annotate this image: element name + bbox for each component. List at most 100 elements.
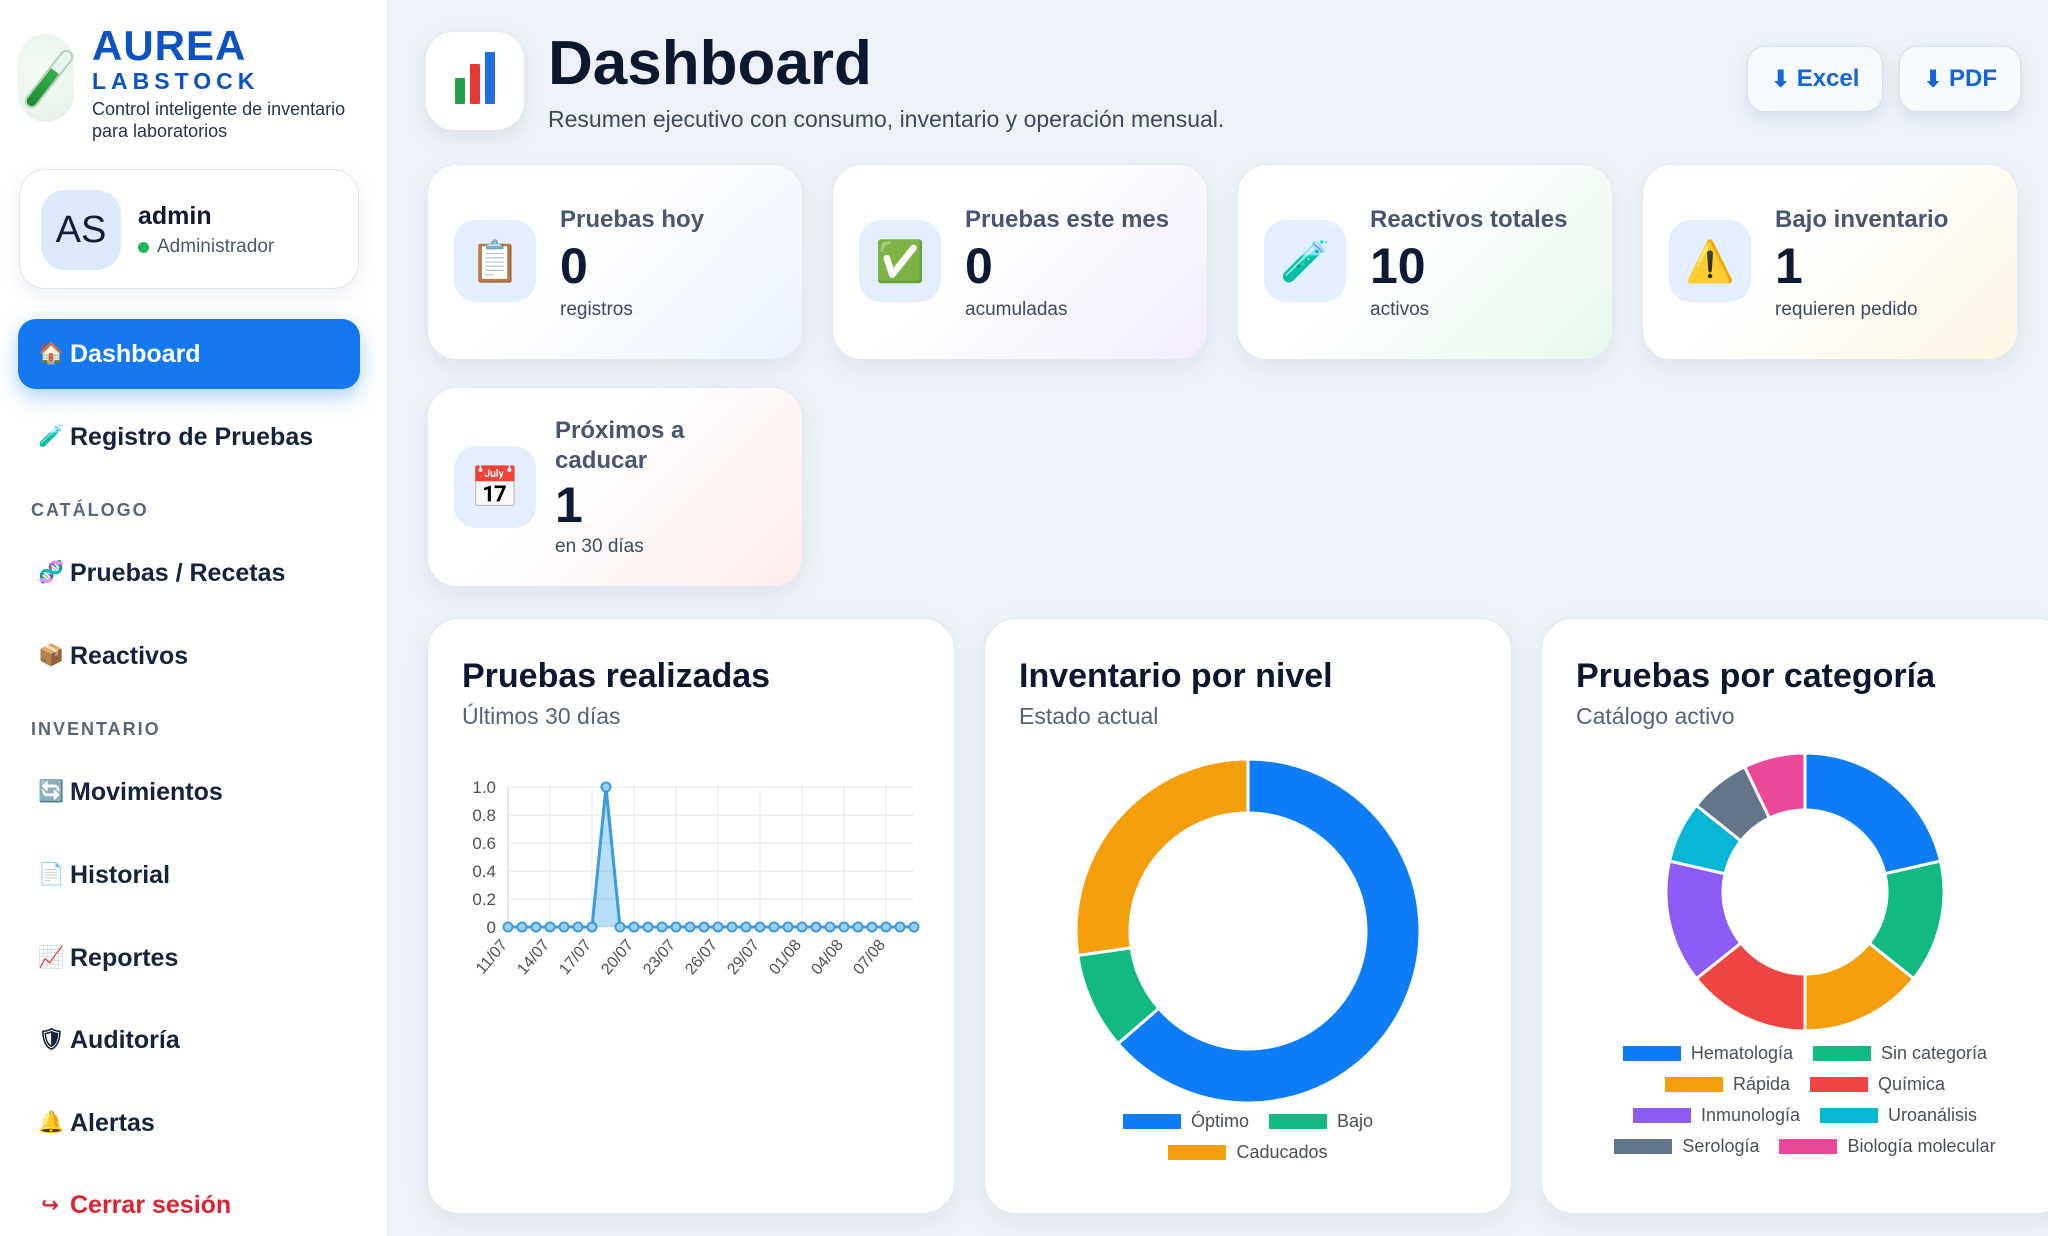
legend-item[interactable]: Rápida	[1664, 1074, 1790, 1095]
line-point[interactable]	[572, 921, 584, 933]
nav-item-pruebas-recetas[interactable]: 🧬 Pruebas / Recetas	[18, 538, 360, 608]
user-card[interactable]: AS admin Administrador	[19, 169, 359, 289]
test-tube-icon: 🧪	[38, 425, 65, 448]
line-point[interactable]	[698, 921, 710, 933]
kpi-note: registros	[560, 299, 633, 320]
legend-swatch	[1779, 1139, 1838, 1154]
legend-item[interactable]: Biología molecular	[1779, 1136, 1996, 1157]
kpi-card-reactivos-totales: 🧪 Reactivos totales 10 activos	[1237, 164, 1613, 360]
line-point[interactable]	[740, 921, 752, 933]
line-point[interactable]	[502, 921, 514, 933]
nav-item-alertas[interactable]: 🔔 Alertas	[18, 1088, 360, 1158]
donut-slice[interactable]	[1074, 757, 1250, 958]
nav-item-label: Alertas	[70, 1108, 155, 1137]
online-status-icon	[138, 241, 149, 253]
legend-item[interactable]: Sin categoría	[1812, 1043, 1988, 1064]
line-point[interactable]	[810, 921, 822, 933]
kpi-label: Pruebas hoy	[560, 206, 705, 233]
nav-item-movimientos[interactable]: 🔄 Movimientos	[18, 757, 360, 827]
legend-label: Biología molecular	[1847, 1136, 1996, 1156]
line-chart-grid	[507, 786, 914, 928]
line-point[interactable]	[754, 921, 766, 933]
line-point[interactable]	[586, 921, 598, 933]
legend-label: Óptimo	[1190, 1111, 1249, 1131]
test-tube-icon: 🧪	[1264, 220, 1346, 302]
line-point[interactable]	[628, 921, 640, 933]
legend-label: Caducados	[1236, 1142, 1328, 1162]
y-tick-label: 0.4	[472, 862, 496, 881]
legend-item[interactable]: Inmunología	[1632, 1105, 1801, 1126]
nav-item-reportes[interactable]: 📈 Reportes	[18, 923, 360, 993]
kpi-value: 1	[1775, 238, 1803, 294]
legend-swatch	[1664, 1077, 1723, 1092]
export-excel-label: Excel	[1796, 65, 1860, 92]
legend-item[interactable]: Óptimo	[1122, 1111, 1249, 1132]
home-icon: 🏠	[38, 342, 65, 365]
brand: AUREA LABSTOCK Control inteligente de in…	[18, 22, 378, 141]
kpi-card-pruebas-mes: ✅ Pruebas este mes 0 acumuladas	[832, 164, 1208, 360]
line-point[interactable]	[558, 921, 570, 933]
line-series	[508, 786, 914, 929]
legend-item[interactable]: Bajo	[1269, 1111, 1373, 1132]
export-excel-button[interactable]: ⬇ Excel	[1747, 46, 1883, 112]
line-point[interactable]	[642, 921, 654, 933]
line-point[interactable]	[684, 921, 696, 933]
donut-slice[interactable]	[1115, 757, 1422, 1105]
line-point[interactable]	[712, 921, 724, 933]
nav-item-auditoria[interactable]: 🛡 Auditoría	[18, 1005, 360, 1075]
logout-button[interactable]: ↪ Cerrar sesión	[18, 1170, 360, 1236]
line-point[interactable]	[726, 921, 738, 933]
line-point[interactable]	[600, 781, 612, 793]
kpi-card-pruebas-hoy: 📋 Pruebas hoy 0 registros	[427, 164, 803, 360]
legend-label: Inmunología	[1700, 1105, 1801, 1125]
chart-legend: Óptimo Bajo Caducados	[985, 1111, 1511, 1163]
x-tick-label: 23/07	[640, 937, 679, 979]
nav-item-reactivos[interactable]: 📦 Reactivos	[18, 621, 360, 691]
line-point[interactable]	[908, 921, 920, 933]
line-point[interactable]	[782, 921, 794, 933]
legend-item[interactable]: Hematología	[1622, 1043, 1793, 1064]
nav-item-label: Historial	[70, 860, 171, 889]
nav-item-historial[interactable]: 📄 Historial	[18, 840, 360, 910]
line-point[interactable]	[544, 921, 556, 933]
y-tick-label: 0.6	[472, 834, 496, 853]
chart-subtitle: Estado actual	[1019, 703, 1159, 729]
nav-item-label: Pruebas / Recetas	[70, 558, 286, 587]
line-point[interactable]	[866, 921, 878, 933]
line-point[interactable]	[670, 921, 682, 933]
kpi-label: Reactivos totales	[1370, 206, 1568, 233]
line-point[interactable]	[838, 921, 850, 933]
nav-section-catalogo: CATÁLOGO	[31, 500, 149, 520]
line-point[interactable]	[824, 921, 836, 933]
legend-swatch	[1622, 1046, 1681, 1061]
export-pdf-button[interactable]: ⬇ PDF	[1899, 46, 2021, 112]
legend-label: Sin categoría	[1880, 1043, 1988, 1063]
donut-slice[interactable]	[1803, 751, 1943, 876]
line-point[interactable]	[796, 921, 808, 933]
line-point[interactable]	[614, 921, 626, 933]
line-point[interactable]	[530, 921, 542, 933]
line-point[interactable]	[656, 921, 668, 933]
legend-item[interactable]: Uroanálisis	[1820, 1105, 1977, 1126]
legend-item[interactable]: Química	[1810, 1074, 1945, 1095]
line-point[interactable]	[516, 921, 528, 933]
nav-item-label: Registro de Pruebas	[70, 422, 314, 451]
line-point[interactable]	[880, 921, 892, 933]
line-point[interactable]	[768, 921, 780, 933]
line-point[interactable]	[894, 921, 906, 933]
x-tick-label: 26/07	[682, 937, 721, 979]
package-icon: 📦	[38, 644, 65, 667]
nav-item-registro-pruebas[interactable]: 🧪 Registro de Pruebas	[18, 402, 360, 472]
legend-item[interactable]: Serología	[1614, 1136, 1759, 1157]
line-point[interactable]	[852, 921, 864, 933]
y-tick-label: 1.0	[472, 778, 496, 797]
donut-chart-categoria	[1664, 751, 1946, 1033]
nav-item-label: Dashboard	[70, 339, 201, 368]
sidebar: AUREA LABSTOCK Control inteligente de in…	[0, 0, 388, 1236]
nav-item-dashboard[interactable]: 🏠 Dashboard	[18, 319, 360, 389]
kpi-card-bajo-inventario: ⚠️ Bajo inventario 1 requieren pedido	[1642, 164, 2018, 360]
donut-slice[interactable]	[1742, 751, 1807, 821]
legend-item[interactable]: Caducados	[1168, 1142, 1328, 1163]
y-tick-label: 0.2	[472, 890, 496, 909]
legend-swatch	[1269, 1114, 1327, 1129]
